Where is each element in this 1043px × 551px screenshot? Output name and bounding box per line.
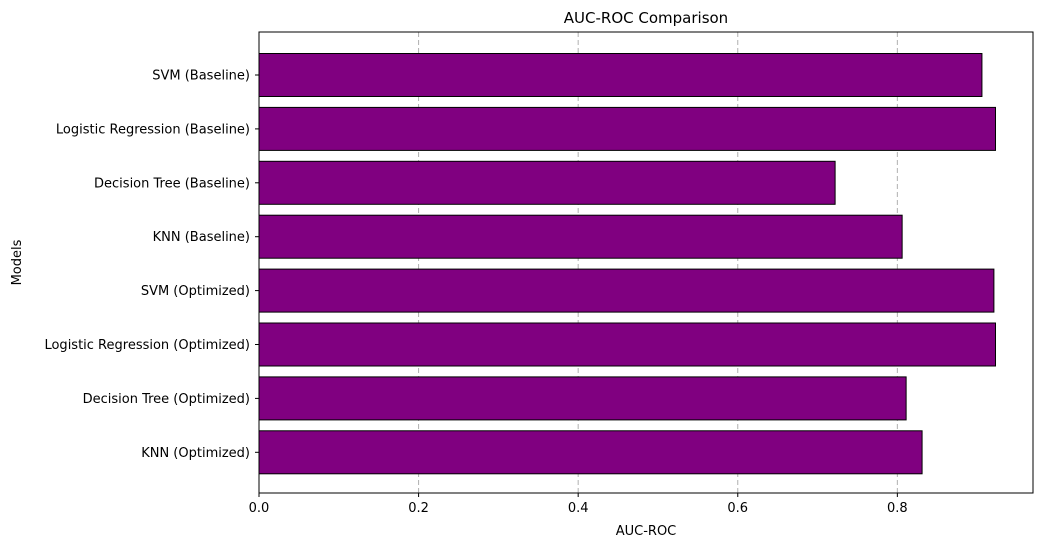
y-tick-label: Logistic Regression (Baseline)	[56, 122, 250, 137]
bar	[258, 322, 996, 367]
plot-frame	[258, 31, 1034, 494]
bar	[258, 53, 983, 97]
bar	[258, 268, 995, 313]
x-tick-label: 0.2	[408, 501, 429, 516]
y-tick-label: SVM (Baseline)	[152, 69, 250, 84]
y-tick-label: SVM (Optimized)	[141, 284, 250, 299]
bar	[258, 376, 907, 421]
x-tick-label: 0.0	[249, 501, 270, 516]
y-tick-label: Logistic Regression (Optimized)	[44, 338, 250, 353]
bar-layer	[258, 53, 996, 475]
bar	[258, 214, 903, 259]
y-tick-label: Decision Tree (Optimized)	[83, 392, 250, 407]
y-tick-label: KNN (Baseline)	[153, 230, 250, 245]
x-axis-label: AUC-ROC	[616, 524, 677, 539]
y-tick-label: Decision Tree (Baseline)	[94, 176, 250, 191]
bar	[258, 106, 996, 151]
grid-layer	[418, 32, 898, 493]
x-tick-label: 0.6	[727, 501, 748, 516]
bar	[258, 430, 923, 475]
bar	[258, 160, 836, 205]
tick-layer: 0.0 0.2 0.4 0.6 0.8 SVM (Baseline) Logistic Re…	[44, 69, 907, 517]
chart-title: AUC-ROC Comparison	[564, 9, 728, 27]
x-tick-label: 0.4	[568, 501, 589, 516]
y-axis-label: Models	[10, 239, 25, 285]
x-tick-label: 0.8	[887, 501, 908, 516]
y-tick-label: KNN (Optimized)	[141, 446, 250, 461]
